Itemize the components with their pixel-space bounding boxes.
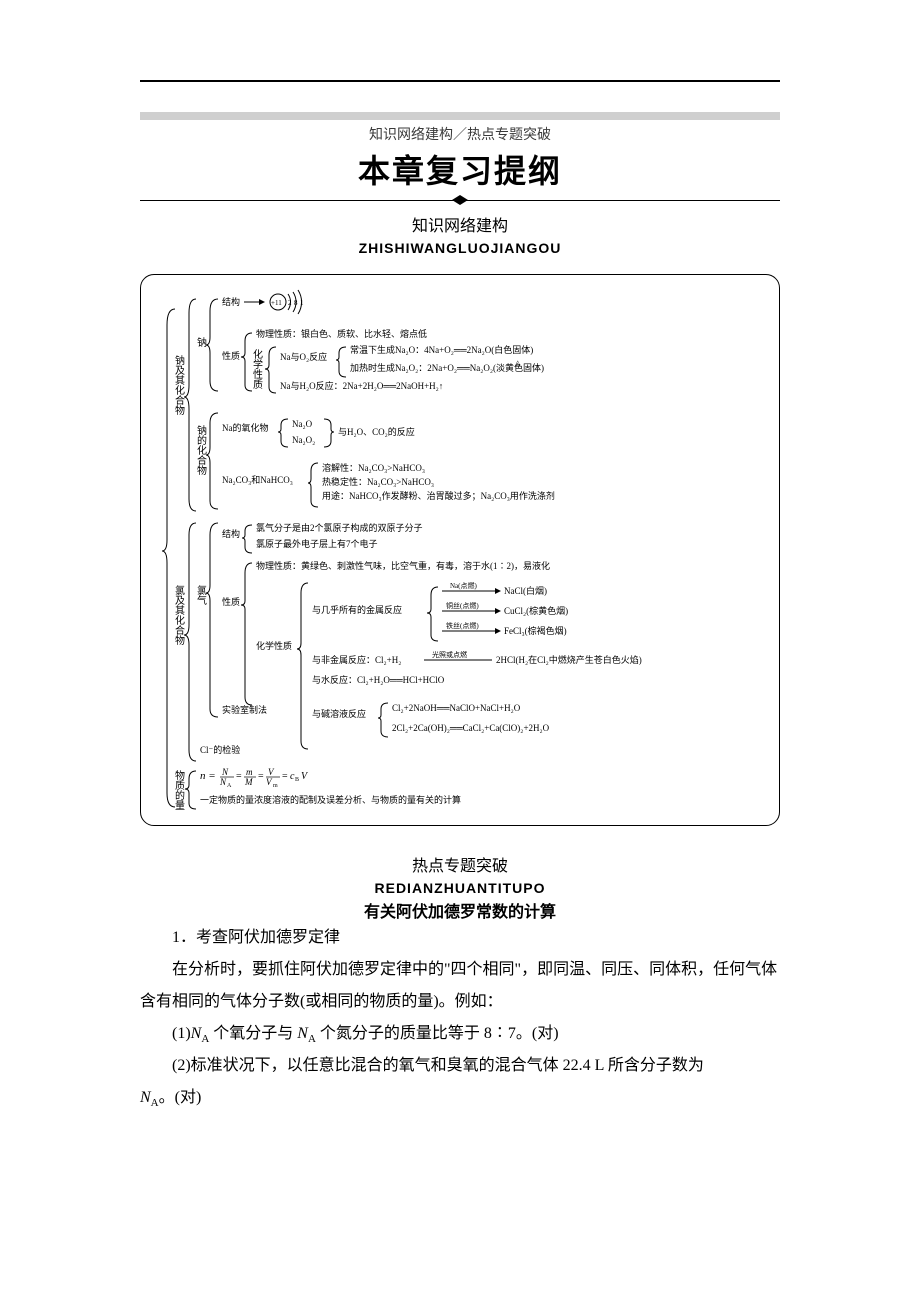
svg-text:热稳定性：Na₂CO₃>NaHCO₃: 热稳定性：Na₂CO₃>NaHCO₃	[322, 476, 434, 487]
top-rule	[140, 80, 780, 82]
svg-text:结构: 结构	[222, 528, 240, 539]
svg-text:溶解性：Na₂CO₃>NaHCO₃: 溶解性：Na₂CO₃>NaHCO₃	[322, 462, 425, 473]
svg-text:物质的量: 物质的量	[173, 769, 185, 810]
svg-text:常温下生成Na₂O：4Na+O₂══2Na₂O(白色固体): 常温下生成Na₂O：4Na+O₂══2Na₂O(白色固体)	[350, 344, 533, 355]
svg-text:Cl₂+2NaOH══NaClO+NaCl+H₂O: Cl₂+2NaOH══NaClO+NaCl+H₂O	[392, 703, 521, 713]
svg-text:△: △	[515, 359, 521, 367]
svg-text:钠: 钠	[195, 336, 207, 348]
svg-text:氯气: 氯气	[195, 584, 207, 605]
svg-text:n =: n =	[200, 770, 216, 782]
svg-text:2HCl(H₂在Cl₂中燃烧产生苍白色火焰): 2HCl(H₂在Cl₂中燃烧产生苍白色火焰)	[496, 654, 642, 665]
svg-text:CuCl₂(棕黄色烟): CuCl₂(棕黄色烟)	[504, 605, 568, 616]
body-text: 1．考查阿伏加德罗定律 在分析时，要抓住阿伏加德罗定律中的"四个相同"，即同温、…	[140, 922, 780, 1114]
section2-pinyin: REDIANZHUANTITUPO	[140, 880, 780, 896]
svg-text:化学性质: 化学性质	[256, 640, 292, 651]
svg-text:Na₂O₂: Na₂O₂	[292, 435, 315, 445]
svg-text:实验室制法: 实验室制法	[222, 704, 267, 715]
svg-text:V: V	[266, 777, 273, 787]
example-2-line2: NA。(对)	[140, 1082, 780, 1114]
svg-text:一定物质的量浓度溶液的配制及误差分析、与物质的量有关的计算: 一定物质的量浓度溶液的配制及误差分析、与物质的量有关的计算	[200, 794, 461, 805]
grey-bar	[140, 112, 780, 120]
svg-text:化学性质: 化学性质	[251, 348, 263, 390]
svg-text:Na₂CO₃和NaHCO₃: Na₂CO₃和NaHCO₃	[222, 475, 293, 485]
example-1: (1)NA 个氧分子与 NA 个氮分子的质量比等于 8∶7。(对)	[140, 1018, 780, 1050]
svg-text:Cl⁻的检验: Cl⁻的检验	[200, 744, 240, 755]
section1-pinyin: ZHISHIWANGLUOJIANGOU	[140, 240, 780, 256]
svg-text:性质: 性质	[222, 596, 240, 607]
svg-text:与水反应：Cl₂+H₂O══HCl+HClO: 与水反应：Cl₂+H₂O══HCl+HClO	[312, 674, 445, 685]
t: 个氮分子的质量比等于 8∶7。(对)	[316, 1025, 559, 1042]
svg-text:FeCl₃(棕褐色烟): FeCl₃(棕褐色烟)	[504, 625, 567, 636]
t: N	[191, 1025, 202, 1042]
svg-text:m: m	[273, 783, 278, 789]
svg-text:用途：NaHCO₃作发酵粉、治胃酸过多；Na₂CO₃用作洗涤: 用途：NaHCO₃作发酵粉、治胃酸过多；Na₂CO₃用作洗涤剂	[322, 490, 555, 501]
svg-text:钠的化合物: 钠的化合物	[195, 424, 207, 476]
svg-text:Na与O₂反应: Na与O₂反应	[280, 351, 327, 362]
svg-text:与几乎所有的金属反应: 与几乎所有的金属反应	[312, 604, 402, 615]
svg-text:氯气分子是由2个氯原子构成的双原子分子: 氯气分子是由2个氯原子构成的双原子分子	[256, 522, 423, 533]
svg-text:Na₂O: Na₂O	[292, 419, 313, 429]
svg-text:结构: 结构	[222, 296, 240, 307]
svg-text:物理性质：银白色、质软、比水轻、熔点低: 物理性质：银白色、质软、比水轻、熔点低	[256, 328, 427, 339]
svg-text:光照或点燃: 光照或点燃	[432, 650, 467, 659]
svg-text:=: =	[236, 771, 242, 782]
svg-text:铁丝(点燃): 铁丝(点燃)	[446, 621, 479, 630]
chapter-header: 知识网络建构／热点专题突破 本章复习提纲 知识网络建构 ZHISHIWANGLU…	[140, 124, 780, 256]
svg-text:铜丝(点燃): 铜丝(点燃)	[446, 601, 479, 610]
header-title: 本章复习提纲	[140, 146, 780, 192]
t: N	[297, 1025, 308, 1042]
svg-text:1: 1	[300, 299, 304, 307]
svg-text:氯原子最外电子层上有7个电子: 氯原子最外电子层上有7个电子	[256, 538, 378, 549]
svg-text:Na与H₂O反应：2Na+2H₂O══2NaOH+H₂↑: Na与H₂O反应：2Na+2H₂O══2NaOH+H₂↑	[280, 380, 443, 391]
knowledge-network-diagram: text{font-family:SimSun,serif;font-size:…	[140, 274, 780, 826]
paragraph-1: 在分析时，要抓住阿伏加德罗定律中的"四个相同"，即同温、同压、同体积，任何气体含…	[140, 954, 780, 1018]
t: 。(对)	[159, 1089, 202, 1106]
t: N	[140, 1089, 151, 1106]
t: (1)	[172, 1025, 191, 1042]
svg-text:与非金属反应：Cl₂+H₂: 与非金属反应：Cl₂+H₂	[312, 654, 401, 665]
svg-text:物理性质：黄绿色、刺激性气味，比空气重，有毒，溶于水(1∶2: 物理性质：黄绿色、刺激性气味，比空气重，有毒，溶于水(1∶2)，易液化	[256, 560, 550, 571]
svg-text:性质: 性质	[222, 350, 240, 361]
t: A	[151, 1097, 159, 1109]
example-2-line1: (2)标准状况下，以任意比混合的氧气和臭氧的混合气体 22.4 L 所含分子数为	[140, 1050, 780, 1082]
svg-text:NaCl(白烟): NaCl(白烟)	[504, 585, 547, 596]
svg-text:V: V	[268, 767, 275, 777]
header-subtitle: 知识网络建构／热点专题突破	[140, 124, 780, 144]
header-rule	[140, 194, 780, 206]
svg-text:V: V	[301, 771, 309, 782]
svg-text:A: A	[227, 783, 232, 789]
t: 个氧分子与	[209, 1025, 297, 1042]
svg-text:钠及其化合物: 钠及其化合物	[173, 354, 185, 416]
svg-text:Na的氧化物: Na的氧化物	[222, 422, 269, 433]
svg-text:m: m	[246, 767, 253, 777]
svg-text:=: =	[282, 771, 288, 782]
svg-text:Na(点燃): Na(点燃)	[450, 581, 477, 590]
svg-text:氯及其化合物: 氯及其化合物	[173, 584, 185, 646]
svg-text:N: N	[221, 767, 229, 777]
network-svg: text{font-family:SimSun,serif;font-size:…	[160, 285, 760, 815]
svg-text:与碱溶液反应: 与碱溶液反应	[312, 708, 366, 719]
svg-text:N: N	[219, 777, 227, 787]
t: A	[308, 1033, 316, 1045]
svg-text:M: M	[244, 777, 253, 787]
numbered-heading: 1．考查阿伏加德罗定律	[140, 922, 780, 954]
topic-title: 有关阿伏加德罗常数的计算	[140, 898, 780, 922]
section1-title: 知识网络建构	[140, 212, 780, 236]
svg-text:=: =	[258, 771, 264, 782]
svg-text:与H₂O、CO₂的反应: 与H₂O、CO₂的反应	[338, 426, 415, 437]
section2-title: 热点专题突破	[140, 852, 780, 876]
page: 知识网络建构／热点专题突破 本章复习提纲 知识网络建构 ZHISHIWANGLU…	[0, 0, 920, 1174]
svg-text:+11: +11	[271, 299, 282, 307]
svg-text:B: B	[295, 777, 299, 783]
svg-text:8: 8	[294, 299, 298, 307]
svg-text:2Cl₂+2Ca(OH)₂══CaCl₂+Ca(ClO)₂+: 2Cl₂+2Ca(OH)₂══CaCl₂+Ca(ClO)₂+2H₂O	[392, 723, 550, 733]
svg-text:2: 2	[288, 299, 292, 307]
